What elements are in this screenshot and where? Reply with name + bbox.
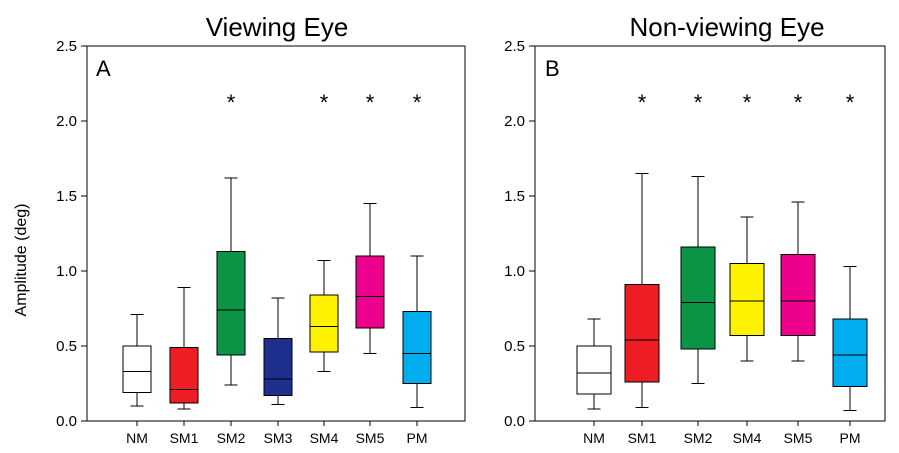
box-sm2 [680, 176, 716, 384]
iqr-box [309, 294, 339, 353]
x-tick-label: SM1 [628, 430, 657, 446]
significance-star: * [413, 90, 422, 115]
box-sm1 [624, 173, 660, 408]
panel-a-y-ticks: 0.0 0.5 1.0 1.5 2.0 2.5 [56, 38, 87, 430]
y-tick-label: 1.0 [56, 263, 77, 280]
significance-star: * [794, 90, 803, 115]
y-tick-label: 0.5 [56, 338, 77, 355]
iqr-box [263, 338, 293, 396]
y-tick-label: 2.5 [504, 38, 525, 55]
x-tick-label: SM2 [684, 430, 713, 446]
significance-star: * [694, 90, 703, 115]
x-tick-label: SM5 [784, 430, 813, 446]
significance-star: * [743, 90, 752, 115]
box-nm [576, 318, 612, 410]
iqr-box [576, 345, 612, 395]
box-sm4 [729, 216, 765, 362]
significance-star: * [227, 90, 236, 115]
box-sm5 [780, 201, 816, 362]
iqr-box [216, 251, 246, 356]
box-sm4 [309, 260, 339, 372]
iqr-box [832, 318, 868, 387]
y-tick-label: 2.0 [504, 113, 525, 130]
panel-b-y-ticks: 0.0 0.5 1.0 1.5 2.0 2.5 [504, 38, 535, 430]
panel-a-category-labels: NM SM1 SM2 SM3 SM4 SM5 PM [126, 421, 428, 446]
panel-b-category-labels: NM SM1 SM2 SM4 SM5 PM [583, 421, 861, 446]
panel-b-plot-frame [534, 45, 886, 422]
iqr-box [780, 254, 816, 336]
iqr-box [680, 246, 716, 350]
box-sm3 [263, 297, 293, 405]
panel-a-chart: Viewing Eye A 0.0 0.5 1.0 1.5 2.0 2.5 * * * * NM… [56, 12, 466, 446]
iqr-box [402, 311, 432, 384]
significance-star: * [638, 90, 647, 115]
x-tick-label: SM3 [264, 430, 293, 446]
panel-a-plot-frame [86, 45, 466, 422]
y-tick-label: 1.5 [56, 188, 77, 205]
x-tick-label: SM5 [356, 430, 385, 446]
x-tick-label: SM4 [310, 430, 339, 446]
iqr-box [169, 347, 199, 404]
panel-b-title: Non-viewing Eye [629, 12, 824, 42]
y-tick-label: 1.5 [504, 188, 525, 205]
iqr-box [729, 263, 765, 336]
y-tick-label: 0.0 [56, 413, 77, 430]
panel-a-title: Viewing Eye [206, 12, 349, 42]
x-tick-label: NM [126, 430, 148, 446]
y-tick-label: 2.0 [56, 113, 77, 130]
box-pm [832, 266, 868, 411]
panel-b-chart: Non-viewing Eye B 0.00.51.01.52.02.5 * * *… [504, 12, 886, 446]
iqr-box [355, 255, 385, 329]
box-nm [122, 314, 152, 407]
panel-a-letter: A [96, 56, 111, 81]
y-tick-label: 1.0 [504, 263, 525, 280]
y-tick-label: 0.0 [504, 413, 525, 430]
panel-b-significance-markers: * * * * * [638, 90, 855, 115]
y-axis-label: Amplitude (deg) [13, 204, 30, 317]
panel-b-letter: B [545, 56, 560, 81]
significance-star: * [320, 90, 329, 115]
significance-star: * [366, 90, 375, 115]
x-tick-label: SM4 [733, 430, 762, 446]
x-tick-label: PM [840, 430, 861, 446]
significance-star: * [846, 90, 855, 115]
x-tick-label: SM2 [217, 430, 246, 446]
panel-b-boxes [576, 173, 868, 411]
box-sm2 [216, 177, 246, 386]
x-tick-label: PM [407, 430, 428, 446]
iqr-box [122, 345, 152, 393]
panel-a-boxes [122, 177, 432, 410]
panel-a-significance-markers: * * * * [227, 90, 422, 115]
box-pm [402, 255, 432, 408]
iqr-box [624, 284, 660, 383]
y-tick-label: 2.5 [56, 38, 77, 55]
box-sm1 [169, 287, 199, 410]
y-tick-label: 0.5 [504, 338, 525, 355]
box-sm5 [355, 203, 385, 354]
x-tick-label: NM [583, 430, 605, 446]
x-tick-label: SM1 [170, 430, 199, 446]
